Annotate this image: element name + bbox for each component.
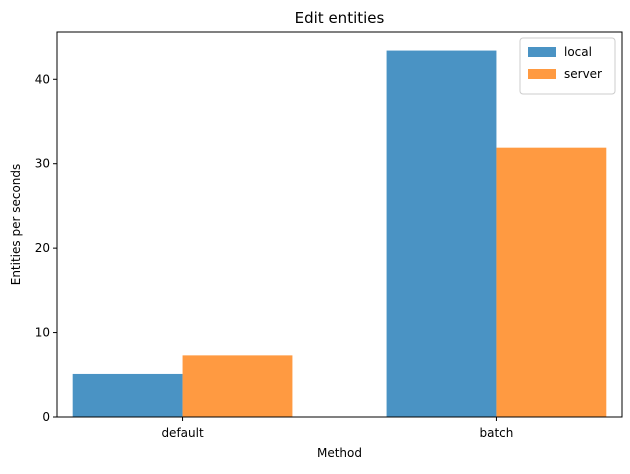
y-tick-label: 0 — [42, 410, 50, 424]
bar-server-default — [182, 355, 293, 417]
y-axis-label: Entities per seconds — [9, 164, 23, 286]
y-axis-ticks: 0 10 20 30 40 — [35, 72, 57, 424]
y-tick-label: 30 — [35, 157, 50, 171]
x-axis-label: Method — [317, 446, 362, 460]
legend-label-local: local — [564, 45, 592, 59]
bar-local-batch — [386, 50, 497, 417]
y-tick-label: 20 — [35, 241, 50, 255]
legend: local server — [519, 37, 616, 95]
plot-area-frame — [56, 31, 623, 418]
chart-title: Edit entities — [295, 9, 385, 27]
legend-swatch-server — [528, 69, 556, 79]
y-tick-label: 40 — [35, 72, 50, 86]
bars-layer — [72, 50, 607, 418]
legend-label-server: server — [564, 67, 602, 81]
x-tick-label: batch — [479, 426, 513, 440]
bar-local-default — [72, 373, 183, 417]
x-axis-ticks: default batch — [161, 417, 513, 440]
legend-swatch-local — [528, 47, 556, 57]
bar-server-batch — [496, 147, 607, 418]
legend-items: local server — [528, 45, 602, 81]
y-tick-label: 10 — [35, 326, 50, 340]
x-tick-label: default — [161, 426, 204, 440]
